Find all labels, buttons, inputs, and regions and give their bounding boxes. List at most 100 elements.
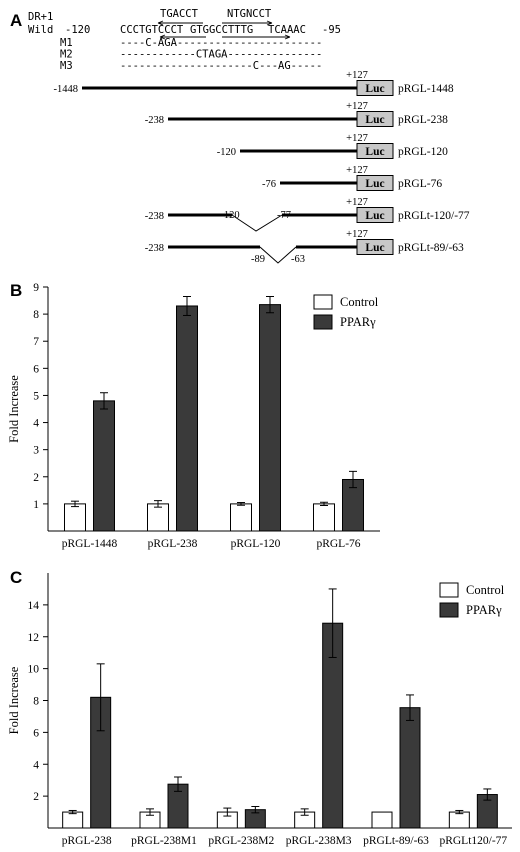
motif-2: NTGNCCT — [227, 8, 272, 20]
error-bar — [154, 500, 162, 508]
y-tick-label: 2 — [33, 472, 39, 484]
y-tick-label: 6 — [33, 363, 39, 375]
construct-name: pRGLt-89/-63 — [398, 242, 464, 254]
error-bar — [174, 776, 182, 792]
panel-b-letter: B — [10, 281, 22, 300]
error-bar — [223, 807, 232, 817]
construct-start-label: -238 — [145, 115, 164, 126]
y-tick-label: 8 — [33, 309, 39, 321]
x-tick-label: pRGL-238 — [148, 538, 198, 550]
luc-label: Luc — [365, 114, 384, 126]
x-tick-label: pRGL-238M3 — [286, 835, 352, 847]
error-bar — [455, 809, 464, 815]
wild-start: -120 — [65, 24, 90, 36]
y-tick-label: 5 — [33, 390, 39, 402]
wild-seq-3: TCAAAC — [268, 24, 306, 36]
bar-ppar — [399, 707, 421, 829]
mutant-sequence: ---------------------C---AG----- — [120, 60, 322, 72]
bar-control — [62, 811, 84, 829]
legend-label: Control — [340, 295, 379, 309]
panel-a: A DR+1 TGACCT NTGNCCT Wild -120 CCCTGTCC… — [10, 8, 470, 265]
luc-box — [356, 111, 394, 127]
mutant-name: M3 — [60, 60, 73, 72]
construct-start-label: -1448 — [54, 84, 79, 95]
panel-c-letter: C — [10, 568, 22, 587]
luc-label: Luc — [365, 242, 384, 254]
x-tick-label: pRGLt-89/-63 — [363, 835, 429, 847]
y-tick-label: 6 — [33, 727, 39, 739]
error-bar — [328, 588, 337, 658]
mutant-name: M2 — [60, 49, 73, 61]
x-tick-label: pRGLt120/-77 — [439, 835, 507, 847]
bar-control — [313, 503, 335, 532]
mutant-name: M1 — [60, 37, 73, 49]
error-bar — [100, 392, 108, 410]
luc-box — [356, 207, 394, 223]
y-tick-label: 12 — [28, 632, 40, 644]
chart-b: B 1 2 3 4 5 6 7 8 9 Fold Increase pRGL-1448 pRGL-23… — [7, 281, 380, 550]
legend-label: Control — [466, 583, 505, 597]
luc-box — [356, 143, 394, 159]
bar-ppar — [259, 304, 281, 532]
error-bar — [237, 502, 245, 506]
construct-row: -76 +127 Luc pRGL-76 — [262, 165, 442, 191]
y-tick-label: 3 — [33, 445, 39, 457]
construct-list: -1448 +127 Luc pRGL-1448 -238 +127 Luc pRGL-238… — [54, 70, 470, 265]
luc-label: Luc — [365, 146, 384, 158]
wild-seq-1: CCCTGTCCCT — [120, 24, 184, 36]
gap-left-label: -120 — [220, 210, 239, 221]
construct-name: pRGL-120 — [398, 146, 448, 158]
y-tick-label: 9 — [33, 282, 39, 294]
gap-right-label: -77 — [277, 210, 291, 221]
error-bar — [406, 694, 414, 721]
construct-start-label: -238 — [145, 211, 164, 222]
construct-name: pRGL-238 — [398, 114, 448, 126]
mutant-sequence: ----C-AGA----------------------- — [120, 37, 322, 49]
error-bar — [349, 470, 357, 489]
construct-name: pRGL-76 — [398, 178, 442, 190]
luc-box — [356, 175, 394, 191]
construct-row: -120 +127 Luc pRGL-120 — [217, 133, 448, 159]
error-bar — [266, 295, 274, 314]
error-bar — [71, 500, 79, 508]
error-bar — [483, 788, 492, 801]
y-tick-label: 4 — [33, 418, 39, 430]
wild-end: -95 — [322, 24, 341, 36]
construct-start-label: -120 — [217, 147, 236, 158]
dr-label: DR+1 — [28, 11, 53, 23]
construct-end-label: +127 — [346, 133, 368, 144]
error-bar — [300, 808, 309, 816]
construct-end-label: +127 — [346, 229, 368, 240]
chart-c: C 2 4 6 8 10 12 14 Fold Increase pRGL-238 pRGL-23… — [7, 568, 512, 847]
luc-label: Luc — [365, 210, 384, 222]
construct-row: -238 +127 Luc pRGL-238 — [145, 101, 448, 127]
x-tick-label: pRGL-76 — [316, 538, 360, 550]
error-bar — [183, 295, 191, 316]
legend-label: PPARγ — [340, 315, 376, 329]
gap-right-label: -63 — [291, 254, 305, 265]
y-axis-title: Fold Increase — [7, 375, 21, 443]
luc-label: Luc — [365, 178, 384, 190]
construct-start-label: -76 — [262, 179, 276, 190]
x-tick-label: pRGL-120 — [231, 538, 281, 550]
x-tick-label: pRGL-238M2 — [208, 835, 274, 847]
construct-name: pRGL-1448 — [398, 83, 454, 95]
motif-arrows — [157, 20, 291, 40]
wild-label: Wild — [28, 24, 53, 36]
construct-end-label: +127 — [346, 197, 368, 208]
error-bar — [320, 501, 328, 507]
deletion-gap — [259, 246, 297, 264]
y-tick-label: 10 — [28, 664, 40, 676]
panel-a-letter: A — [10, 11, 22, 30]
error-bar — [68, 809, 77, 815]
bar-control — [147, 503, 169, 532]
y-axis-title: Fold Increase — [7, 666, 21, 734]
deletion-gap — [231, 214, 283, 232]
y-tick-label: 14 — [28, 600, 40, 612]
error-bar — [96, 663, 105, 732]
bar-control — [371, 811, 393, 829]
y-tick-label: 1 — [33, 499, 39, 511]
y-tick-label: 2 — [33, 791, 39, 803]
legend-swatch — [439, 582, 459, 598]
error-bar — [251, 805, 260, 814]
